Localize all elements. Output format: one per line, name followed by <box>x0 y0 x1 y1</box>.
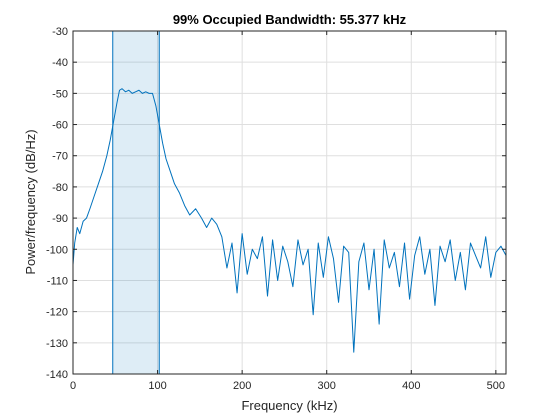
x-tick-label: 200 <box>233 380 251 392</box>
x-tick-label: 100 <box>148 380 166 392</box>
psd-series <box>72 88 507 353</box>
y-tick-label: -140 <box>46 369 68 381</box>
axis-ticks: 0 100 200 300 400 500 -30 -40 -50 -60 -70 -80 -90 -10… <box>46 26 506 392</box>
y-axis-label: Power/frequency (dB/Hz) <box>23 129 38 274</box>
axes-box <box>72 30 507 375</box>
plot-area <box>73 31 506 374</box>
x-tick-label: 500 <box>487 380 505 392</box>
occupied-band-highlight <box>112 31 160 374</box>
chart-title: 99% Occupied Bandwidth: 55.377 kHz <box>173 12 407 27</box>
y-tick-label: -120 <box>46 307 68 319</box>
occupied-band-fill <box>112 31 160 374</box>
y-tick-label: -60 <box>52 120 68 132</box>
y-tick-label: -110 <box>47 275 68 287</box>
psd-line <box>72 88 507 353</box>
x-axis-label: Frequency (kHz) <box>241 398 337 413</box>
x-tick-label: 300 <box>318 380 336 392</box>
x-tick-label: 400 <box>402 380 420 392</box>
y-tick-label: -40 <box>52 57 68 69</box>
y-tick-label: -90 <box>52 213 68 225</box>
y-tick-label: -50 <box>52 88 68 100</box>
x-tick-label: 0 <box>70 380 76 392</box>
y-tick-label: -100 <box>46 244 68 256</box>
y-tick-label: -70 <box>52 151 68 163</box>
y-tick-label: -30 <box>52 26 68 38</box>
y-tick-label: -80 <box>52 182 68 194</box>
y-tick-label: -130 <box>46 338 68 350</box>
